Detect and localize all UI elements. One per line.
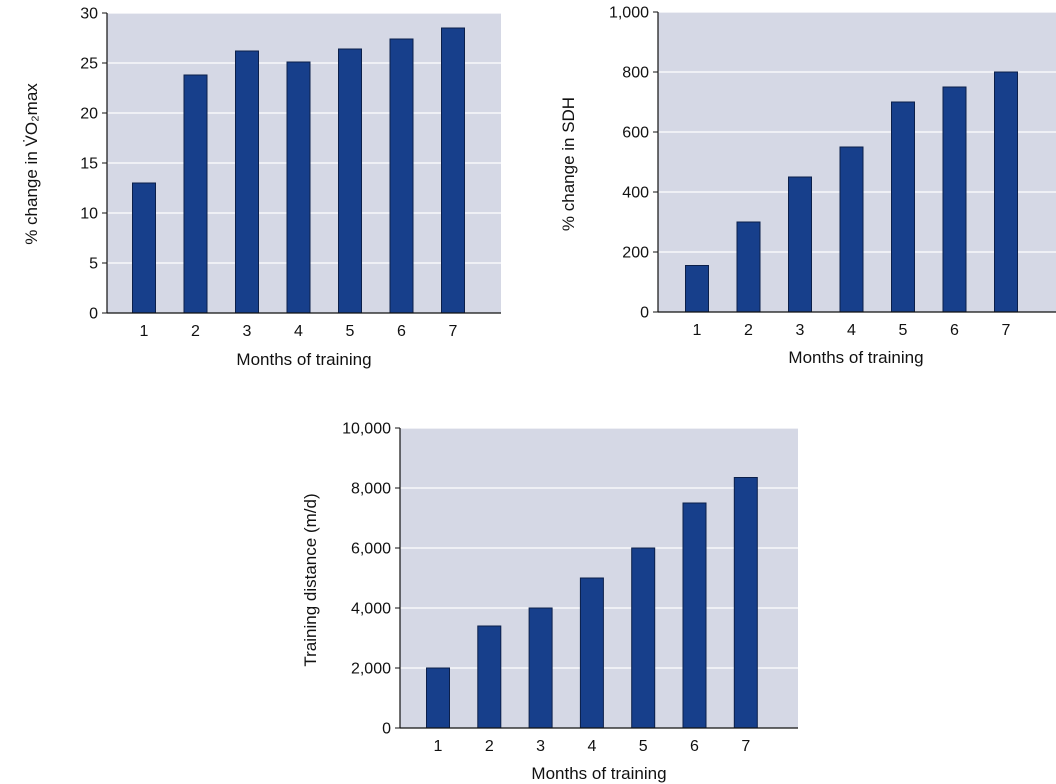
distance-y-axis-label: Training distance (m/d) bbox=[301, 493, 320, 666]
sdh-y-axis-label: % change in SDH bbox=[559, 97, 578, 231]
vo2max-y-tick-label: 20 bbox=[80, 106, 98, 123]
vo2max-y-tick-label: 0 bbox=[89, 306, 98, 323]
sdh-bar-1 bbox=[685, 265, 709, 313]
distance-x-tick-label: 1 bbox=[434, 738, 443, 755]
sdh-y-tick-label: 1,000 bbox=[609, 5, 649, 22]
vo2max-x-tick-label: 3 bbox=[243, 323, 252, 340]
sdh-bar-3 bbox=[788, 176, 812, 313]
distance-y-tick-label: 2,000 bbox=[351, 661, 391, 678]
distance-x-tick-label: 6 bbox=[690, 738, 699, 755]
distance-bar-5 bbox=[631, 547, 656, 729]
vo2max-bar-3 bbox=[235, 50, 259, 314]
training-distance-chart: 0 2,000 4,000 6,000 8,000 10,000 1 2 3 4 5 6 7 bbox=[342, 421, 798, 755]
sdh-x-tick-label: 2 bbox=[744, 322, 753, 339]
sdh-x-tick-label: 7 bbox=[1002, 322, 1011, 339]
vo2max-y-tick-label: 25 bbox=[80, 56, 98, 73]
sdh-x-tick-label: 4 bbox=[847, 322, 856, 339]
distance-bar-3 bbox=[528, 607, 553, 729]
sdh-x-tick-label: 5 bbox=[899, 322, 908, 339]
sdh-y-tick-label: 600 bbox=[622, 125, 649, 142]
sdh-y-tick-label: 800 bbox=[622, 65, 649, 82]
vo2max-x-tick-label: 2 bbox=[191, 323, 200, 340]
sdh-bar-4 bbox=[839, 146, 864, 313]
sdh-y-tick-label: 400 bbox=[622, 185, 649, 202]
vo2max-x-axis-label: Months of training bbox=[236, 350, 371, 369]
sdh-y-tick-label: 200 bbox=[622, 245, 649, 262]
vo2max-x-tick-label: 6 bbox=[397, 323, 406, 340]
vo2max-x-tick-label: 1 bbox=[140, 323, 149, 340]
sdh-y-tick-label: 0 bbox=[640, 305, 649, 322]
distance-y-tick-label: 0 bbox=[382, 721, 391, 738]
vo2max-bar-1 bbox=[132, 182, 156, 314]
vo2max-bar-7 bbox=[441, 27, 465, 314]
sdh-bar-2 bbox=[736, 221, 761, 313]
distance-x-tick-label: 7 bbox=[741, 738, 750, 755]
distance-y-tick-label: 4,000 bbox=[351, 601, 391, 618]
vo2max-bar-6 bbox=[389, 38, 414, 314]
distance-y-tick-label: 6,000 bbox=[351, 541, 391, 558]
sdh-bar-6 bbox=[942, 86, 967, 313]
distance-x-tick-label: 3 bbox=[536, 738, 545, 755]
distance-x-tick-label: 5 bbox=[639, 738, 648, 755]
vo2max-y-tick-label: 30 bbox=[80, 6, 98, 23]
sdh-chart: 0 200 400 600 800 1,000 1 2 3 4 5 6 7 bbox=[609, 5, 1056, 339]
vo2max-bar-2 bbox=[183, 74, 208, 314]
distance-bar-4 bbox=[579, 577, 604, 729]
distance-x-axis-label: Months of training bbox=[531, 764, 666, 783]
vo2max-y-tick-label: 10 bbox=[80, 206, 98, 223]
vo2max-y-tick-label: 15 bbox=[80, 156, 98, 173]
vo2max-x-tick-label: 5 bbox=[346, 323, 355, 340]
vo2max-chart: 0 5 10 15 20 25 30 1 2 3 4 5 6 7 bbox=[80, 6, 501, 340]
sdh-bar-5 bbox=[891, 101, 915, 313]
sdh-x-tick-label: 6 bbox=[950, 322, 959, 339]
vo2max-bar-5 bbox=[338, 48, 362, 314]
distance-y-tick-label: 8,000 bbox=[351, 481, 391, 498]
sdh-x-tick-label: 3 bbox=[796, 322, 805, 339]
distance-x-tick-label: 2 bbox=[485, 738, 494, 755]
sdh-x-axis-label: Months of training bbox=[788, 348, 923, 367]
sdh-bar-7 bbox=[994, 71, 1018, 313]
distance-y-tick-label: 10,000 bbox=[342, 421, 391, 438]
sdh-x-tick-label: 1 bbox=[693, 322, 702, 339]
distance-x-tick-label: 4 bbox=[587, 738, 596, 755]
vo2max-y-tick-label: 5 bbox=[89, 256, 98, 273]
distance-bar-2 bbox=[477, 625, 502, 729]
vo2max-y-axis-label: % change in V̇O₂max bbox=[22, 83, 41, 245]
distance-bar-6 bbox=[682, 502, 707, 729]
vo2max-x-tick-label: 4 bbox=[294, 323, 303, 340]
distance-bar-7 bbox=[733, 477, 758, 729]
distance-bar-1 bbox=[426, 667, 450, 729]
vo2max-bar-4 bbox=[286, 61, 311, 314]
vo2max-x-tick-label: 7 bbox=[449, 323, 458, 340]
